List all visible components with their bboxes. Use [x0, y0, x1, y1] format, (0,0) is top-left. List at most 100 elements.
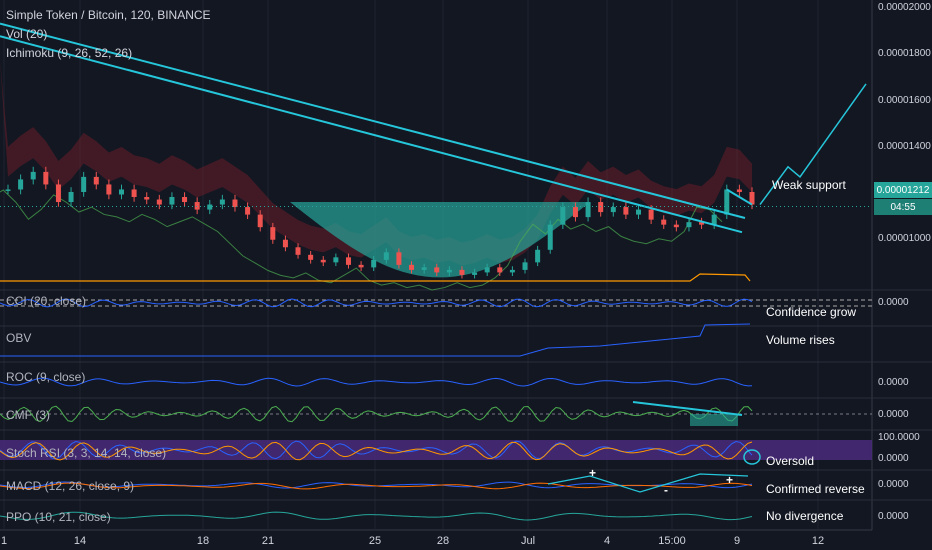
trendline — [726, 188, 753, 206]
stoch-rsi-pane-title[interactable]: Stoch RSI (3, 3, 14, 14, close) — [6, 446, 167, 460]
candle-body — [207, 204, 213, 210]
time-tick: Jul — [520, 535, 536, 547]
candle-body — [497, 267, 503, 273]
candle-body — [118, 189, 124, 195]
macd-pane-title[interactable]: MACD (12, 26, close, 9) — [6, 479, 135, 493]
time-tick: 14 — [73, 535, 87, 547]
candle-body — [661, 219, 667, 225]
projection-path — [759, 83, 867, 205]
obv-pane-title[interactable]: OBV — [6, 331, 32, 345]
cmf-line — [0, 405, 753, 423]
candle-body — [257, 214, 263, 228]
candle-body — [219, 199, 225, 205]
cci-axis-value: 0.0000 — [878, 297, 909, 308]
candle-body — [106, 184, 112, 195]
price-tick: 0.00001800 — [878, 48, 931, 59]
cmf-highlight — [690, 414, 738, 426]
candle-body — [245, 207, 251, 215]
candle-body — [749, 191, 755, 205]
candle-body — [585, 202, 591, 218]
candle-body — [724, 189, 730, 215]
cmf-trendline — [632, 401, 743, 416]
candle-body — [282, 239, 288, 248]
candle-body — [547, 224, 553, 250]
candle-body — [610, 207, 616, 213]
weak-support-annotation: Weak support — [772, 178, 846, 192]
macd-plus-mark-2: + — [726, 473, 734, 487]
candle-body — [522, 262, 528, 270]
candle-body — [308, 254, 314, 260]
roc-pane-title[interactable]: ROC (9, close) — [6, 370, 86, 384]
candle-body — [182, 197, 188, 203]
candle-body — [144, 197, 150, 200]
candle-body — [68, 191, 74, 203]
macd-axis-value: 0.0000 — [878, 479, 909, 490]
ichimoku-legend[interactable]: Ichimoku (9, 26, 52, 26) — [6, 46, 133, 60]
candle-body — [446, 269, 452, 273]
candle-body — [484, 267, 490, 273]
oversold-annotation: Oversold — [766, 454, 815, 468]
candle-body — [371, 259, 377, 268]
candle-body — [55, 184, 61, 203]
candle-body — [358, 264, 364, 268]
candle-body — [131, 189, 137, 198]
candle-body — [43, 171, 49, 185]
candle-body — [333, 257, 339, 263]
candle-body — [686, 222, 692, 228]
price-tick: 0.00001600 — [878, 95, 931, 106]
candle-body — [711, 214, 717, 225]
candle-body — [396, 252, 402, 265]
candle-body — [232, 199, 238, 208]
candle-body — [320, 259, 326, 263]
macd-signal-line — [0, 482, 753, 490]
candle-body — [434, 267, 440, 273]
candle-body — [598, 202, 604, 213]
candle-body — [636, 209, 642, 215]
macd-plus-mark: + — [589, 466, 597, 480]
candle-body — [295, 247, 301, 255]
candle-body — [5, 189, 11, 191]
time-tick: 4 — [603, 535, 611, 547]
volume-ma-line — [0, 273, 751, 282]
obv-line — [0, 323, 751, 357]
trendline — [0, 35, 743, 234]
volume-legend[interactable]: Vol (20) — [6, 27, 48, 41]
cci-pane-title[interactable]: CCI (20, close) — [6, 294, 87, 308]
candle-body — [409, 264, 415, 270]
confidence-annotation: Confidence grow — [766, 305, 857, 319]
time-tick: 25 — [368, 535, 382, 547]
cci-line — [0, 298, 753, 308]
cmf-pane-title[interactable]: CMF (3) — [6, 408, 50, 422]
macd-reversal-arrows — [547, 473, 749, 493]
lagging-span-line — [0, 189, 723, 291]
bar-countdown: 04:55 — [874, 199, 932, 215]
candle-body — [509, 269, 515, 273]
roc-axis-value: 0.0000 — [878, 377, 909, 388]
candle-body — [572, 207, 578, 218]
price-tick: 0.00001400 — [878, 141, 931, 152]
candle-body — [421, 267, 427, 270]
symbol-title: Simple Token / Bitcoin, 120, BINANCE — [6, 8, 211, 22]
ppo-pane-title[interactable]: PPO (10, 21, close) — [6, 510, 111, 524]
ppo-axis-value: 0.0000 — [878, 511, 909, 522]
time-tick: 21 — [261, 535, 275, 547]
price-tick: 0.00001000 — [878, 233, 931, 244]
time-tick: 1 — [0, 535, 8, 547]
candle-body — [30, 171, 36, 180]
candle-body — [699, 222, 705, 225]
candle-body — [535, 249, 541, 263]
volume-annotation: Volume rises — [766, 333, 835, 347]
cmf-axis-value: 0.0000 — [878, 409, 909, 420]
resistance-trendline — [0, 22, 746, 219]
macd-annotation: Confirmed reverse — [766, 482, 865, 496]
price-tick: 0.00002000 — [878, 2, 931, 13]
candle-body — [194, 202, 200, 210]
candle-body — [623, 207, 629, 215]
time-tick: 9 — [733, 535, 741, 547]
candle-body — [472, 272, 478, 275]
candle-body — [81, 176, 87, 192]
candle-body — [270, 227, 276, 240]
stoch-axis-max: 100.0000 — [878, 432, 920, 443]
ppo-annotation: No divergence — [766, 509, 844, 523]
